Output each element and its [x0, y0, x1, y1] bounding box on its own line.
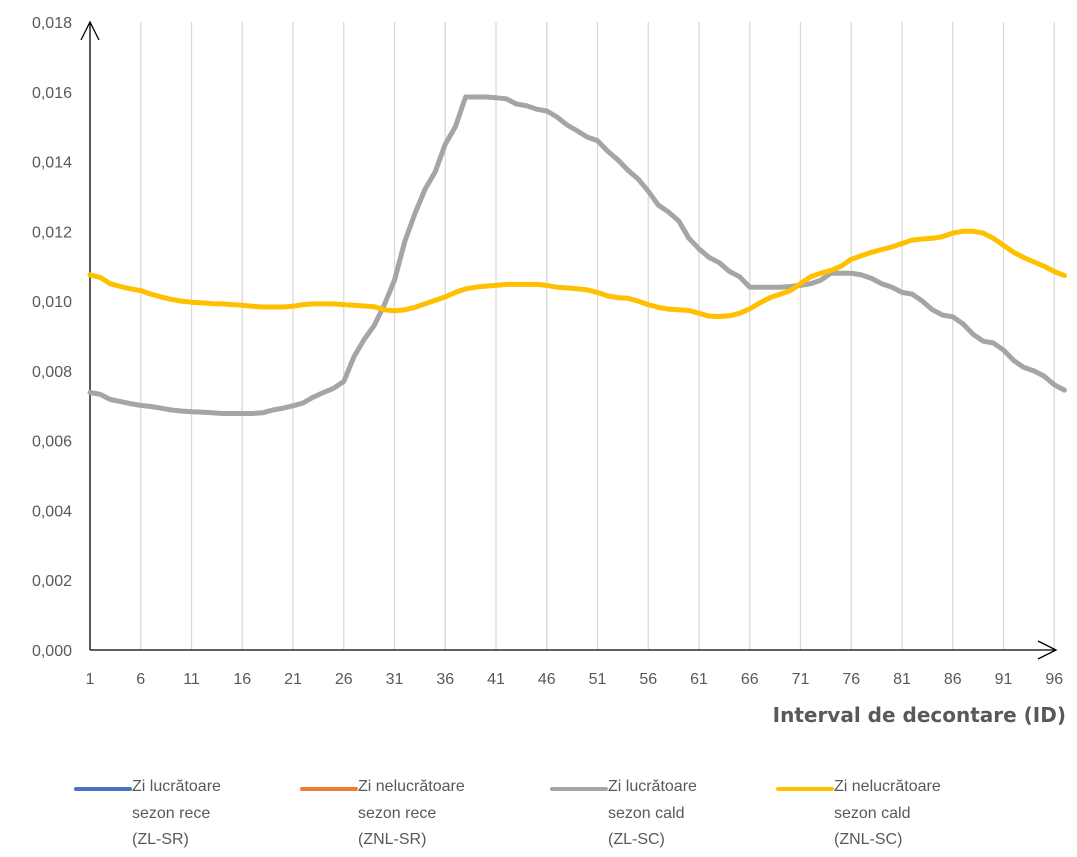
x-tick-label: 91	[995, 671, 1013, 688]
x-tick-label: 46	[538, 671, 556, 688]
y-axis-arrow	[80, 20, 100, 41]
y-tick-labels: 0,000 0,002 0,004 0,006 0,008 0,010 0,012 0,014…	[32, 15, 72, 660]
x-tick-label: 71	[792, 671, 810, 688]
x-axis-title: Interval de decontare (ID)	[773, 703, 1066, 727]
legend-swatch	[550, 787, 608, 791]
x-tick-label: 11	[183, 671, 200, 688]
y-tick-label: 0,018	[32, 15, 72, 32]
x-tick-label: 1	[86, 671, 95, 688]
y-tick-label: 0,016	[32, 85, 72, 102]
chart-svg: 0,000 0,002 0,004 0,006 0,008 0,010 0,012 0,014…	[32, 15, 1067, 727]
x-tick-label: 26	[335, 671, 353, 688]
legend-swatch	[776, 787, 834, 791]
x-axis-arrow	[1037, 640, 1058, 660]
x-tick-label: 21	[284, 671, 302, 688]
legend-label: Zi nelucrătoare sezon rece (ZNL-SR)	[358, 778, 465, 848]
x-tick-label: 76	[842, 671, 860, 688]
x-tick-label: 96	[1045, 671, 1063, 688]
x-tick-label: 16	[233, 671, 251, 688]
series-line-4	[87, 228, 1067, 319]
y-tick-label: 0,014	[32, 155, 72, 172]
legend: Zi lucrătoare sezon rece (ZL-SR) Zi neluc…	[0, 774, 1077, 857]
x-tick-label: 66	[741, 671, 759, 688]
x-tick-label: 86	[944, 671, 962, 688]
legend-label: Zi lucrătoare sezon rece (ZL-SR)	[132, 778, 221, 848]
y-tick-label: 0,006	[32, 434, 72, 451]
x-tick-label: 56	[639, 671, 657, 688]
x-tick-label: 41	[487, 671, 505, 688]
y-tick-label: 0,004	[32, 503, 72, 520]
y-tick-label: 0,002	[32, 573, 72, 590]
legend-label: Zi lucrătoare sezon cald (ZL-SC)	[608, 778, 697, 848]
x-tick-label: 6	[136, 671, 145, 688]
series-line-3	[87, 94, 1067, 416]
legend-swatch	[300, 787, 358, 791]
y-tick-label: 0,012	[32, 224, 72, 241]
x-tick-label: 36	[436, 671, 454, 688]
x-tick-label: 31	[386, 671, 404, 688]
series-lines	[87, 94, 1067, 416]
grid-lines	[140, 22, 1055, 650]
x-tick-label: 81	[893, 671, 911, 688]
axes	[80, 20, 1058, 660]
legend-swatch	[74, 787, 132, 791]
y-tick-label: 0,000	[32, 643, 72, 660]
x-tick-label: 51	[589, 671, 607, 688]
legend-label: Zi nelucrătoare sezon cald (ZNL-SC)	[834, 778, 941, 848]
x-tick-labels: 1 6 11 16 21 26 31 36 41 46 51 56 61 66 71 76 81 86 91 96	[86, 671, 1064, 688]
y-tick-label: 0,008	[32, 364, 72, 381]
y-tick-label: 0,010	[32, 294, 72, 311]
x-tick-label: 61	[690, 671, 708, 688]
